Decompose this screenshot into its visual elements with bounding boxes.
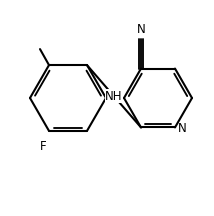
Text: N: N: [178, 122, 187, 135]
Text: NH: NH: [105, 90, 123, 103]
Text: N: N: [137, 22, 145, 36]
Text: F: F: [40, 140, 46, 153]
